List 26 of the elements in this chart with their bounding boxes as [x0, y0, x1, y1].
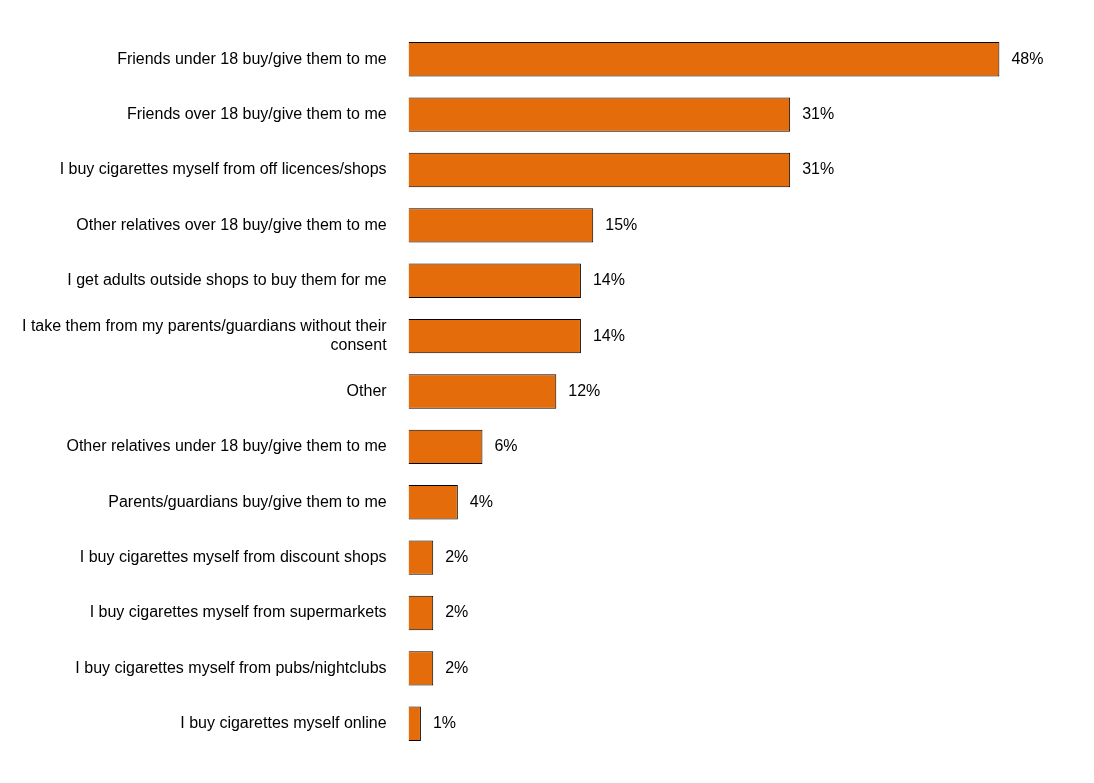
data-label: 4%	[469, 492, 493, 510]
y-tick-label: I buy cigarettes myself online	[180, 714, 387, 732]
y-tick-label: Other relatives under 18 buy/give them to me	[66, 437, 387, 455]
data-label: 2%	[445, 658, 469, 676]
y-tick-label: Parents/guardians buy/give them to me	[108, 492, 387, 510]
data-label: 14%	[592, 326, 625, 344]
y-tick-label: I take them from my parents/guardians without their consent	[22, 316, 388, 354]
y-tick-label: I buy cigarettes myself from supermarkets	[89, 603, 387, 621]
y-tick-label: I buy cigarettes myself from off licences/shops	[59, 160, 387, 178]
data-label: 6%	[494, 437, 518, 455]
data-label: 15%	[605, 215, 638, 233]
y-tick-label: I buy cigarettes myself from pubs/nightclubs	[75, 658, 387, 676]
y-tick-label: Other	[346, 381, 388, 399]
y-tick-label: I buy cigarettes myself from discount shops	[79, 548, 387, 566]
y-tick-label: Friends over 18 buy/give them to me	[126, 105, 387, 123]
data-label: 14%	[592, 271, 625, 289]
y-tick-label: Other relatives over 18 buy/give them to me	[76, 215, 387, 233]
data-label: 1%	[432, 714, 457, 732]
y-tick-label: I get adults outside shops to buy them for me	[67, 271, 387, 289]
data-label: 12%	[568, 381, 601, 399]
y-tick-label: Friends under 18 buy/give them to me	[117, 49, 387, 67]
data-label: 31%	[802, 160, 835, 178]
data-label: 2%	[445, 603, 469, 621]
data-label: 48%	[1011, 49, 1044, 67]
data-label: 31%	[802, 105, 835, 123]
data-label: 2%	[445, 548, 469, 566]
